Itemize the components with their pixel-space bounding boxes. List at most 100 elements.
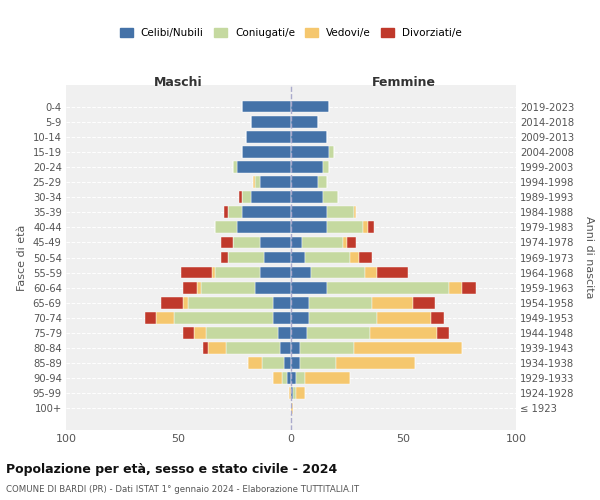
Bar: [255, 282, 291, 294]
Bar: [291, 236, 302, 248]
Bar: [241, 146, 291, 158]
Bar: [226, 342, 280, 354]
Bar: [183, 297, 187, 308]
Bar: [293, 388, 296, 399]
Bar: [305, 372, 349, 384]
Bar: [343, 236, 347, 248]
Bar: [296, 388, 305, 399]
Legend: Celibi/Nubili, Coniugati/e, Vedovi/e, Divorziati/e: Celibi/Nubili, Coniugati/e, Vedovi/e, Di…: [117, 24, 465, 41]
Bar: [291, 222, 327, 233]
Bar: [212, 266, 215, 278]
Bar: [309, 312, 377, 324]
Bar: [228, 206, 241, 218]
Bar: [363, 222, 367, 233]
Bar: [228, 252, 264, 264]
Bar: [251, 116, 291, 128]
Bar: [327, 282, 449, 294]
Bar: [329, 146, 334, 158]
Bar: [203, 342, 208, 354]
Bar: [221, 252, 228, 264]
Bar: [187, 297, 273, 308]
Text: COMUNE DI BARDI (PR) - Dati ISTAT 1° gennaio 2024 - Elaborazione TUTTITALIA.IT: COMUNE DI BARDI (PR) - Dati ISTAT 1° gen…: [6, 485, 359, 494]
Bar: [291, 191, 323, 203]
Bar: [349, 252, 359, 264]
Bar: [291, 342, 300, 354]
Bar: [296, 372, 305, 384]
Bar: [260, 236, 291, 248]
Y-axis label: Fasce di età: Fasce di età: [17, 224, 27, 290]
Bar: [233, 161, 237, 173]
Bar: [277, 327, 291, 339]
Bar: [197, 282, 201, 294]
Bar: [237, 222, 291, 233]
Bar: [377, 266, 408, 278]
Bar: [311, 266, 365, 278]
Bar: [372, 297, 413, 308]
Bar: [370, 327, 437, 339]
Bar: [273, 297, 291, 308]
Text: Popolazione per età, sesso e stato civile - 2024: Popolazione per età, sesso e stato civil…: [6, 462, 337, 475]
Text: Maschi: Maschi: [154, 76, 203, 89]
Bar: [302, 236, 343, 248]
Bar: [208, 342, 226, 354]
Bar: [246, 131, 291, 142]
Bar: [174, 312, 273, 324]
Bar: [291, 402, 293, 414]
Bar: [367, 222, 374, 233]
Bar: [241, 191, 251, 203]
Y-axis label: Anni di nascita: Anni di nascita: [584, 216, 594, 298]
Bar: [309, 297, 372, 308]
Bar: [255, 176, 260, 188]
Bar: [239, 191, 241, 203]
Bar: [377, 312, 431, 324]
Bar: [181, 266, 212, 278]
Bar: [215, 222, 237, 233]
Bar: [241, 100, 291, 112]
Bar: [291, 131, 327, 142]
Bar: [251, 191, 291, 203]
Bar: [183, 327, 194, 339]
Bar: [291, 100, 329, 112]
Bar: [291, 206, 327, 218]
Bar: [291, 146, 329, 158]
Bar: [291, 372, 296, 384]
Bar: [215, 266, 260, 278]
Bar: [260, 266, 291, 278]
Bar: [327, 206, 354, 218]
Bar: [156, 312, 174, 324]
Bar: [365, 266, 377, 278]
Bar: [289, 388, 291, 399]
Bar: [300, 342, 354, 354]
Bar: [233, 236, 260, 248]
Bar: [291, 161, 323, 173]
Bar: [291, 266, 311, 278]
Bar: [223, 206, 228, 218]
Bar: [284, 358, 291, 369]
Bar: [194, 327, 205, 339]
Bar: [221, 236, 233, 248]
Bar: [273, 312, 291, 324]
Bar: [431, 312, 444, 324]
Bar: [462, 282, 476, 294]
Bar: [323, 191, 338, 203]
Bar: [145, 312, 156, 324]
Bar: [241, 206, 291, 218]
Bar: [291, 116, 318, 128]
Bar: [354, 206, 356, 218]
Bar: [205, 327, 277, 339]
Bar: [354, 342, 462, 354]
Bar: [282, 372, 287, 384]
Bar: [318, 176, 327, 188]
Bar: [280, 342, 291, 354]
Bar: [307, 327, 370, 339]
Bar: [161, 297, 183, 308]
Bar: [262, 358, 284, 369]
Bar: [287, 372, 291, 384]
Bar: [253, 176, 255, 188]
Bar: [291, 388, 293, 399]
Bar: [336, 358, 415, 369]
Bar: [291, 358, 300, 369]
Bar: [291, 176, 318, 188]
Bar: [323, 161, 329, 173]
Bar: [291, 282, 327, 294]
